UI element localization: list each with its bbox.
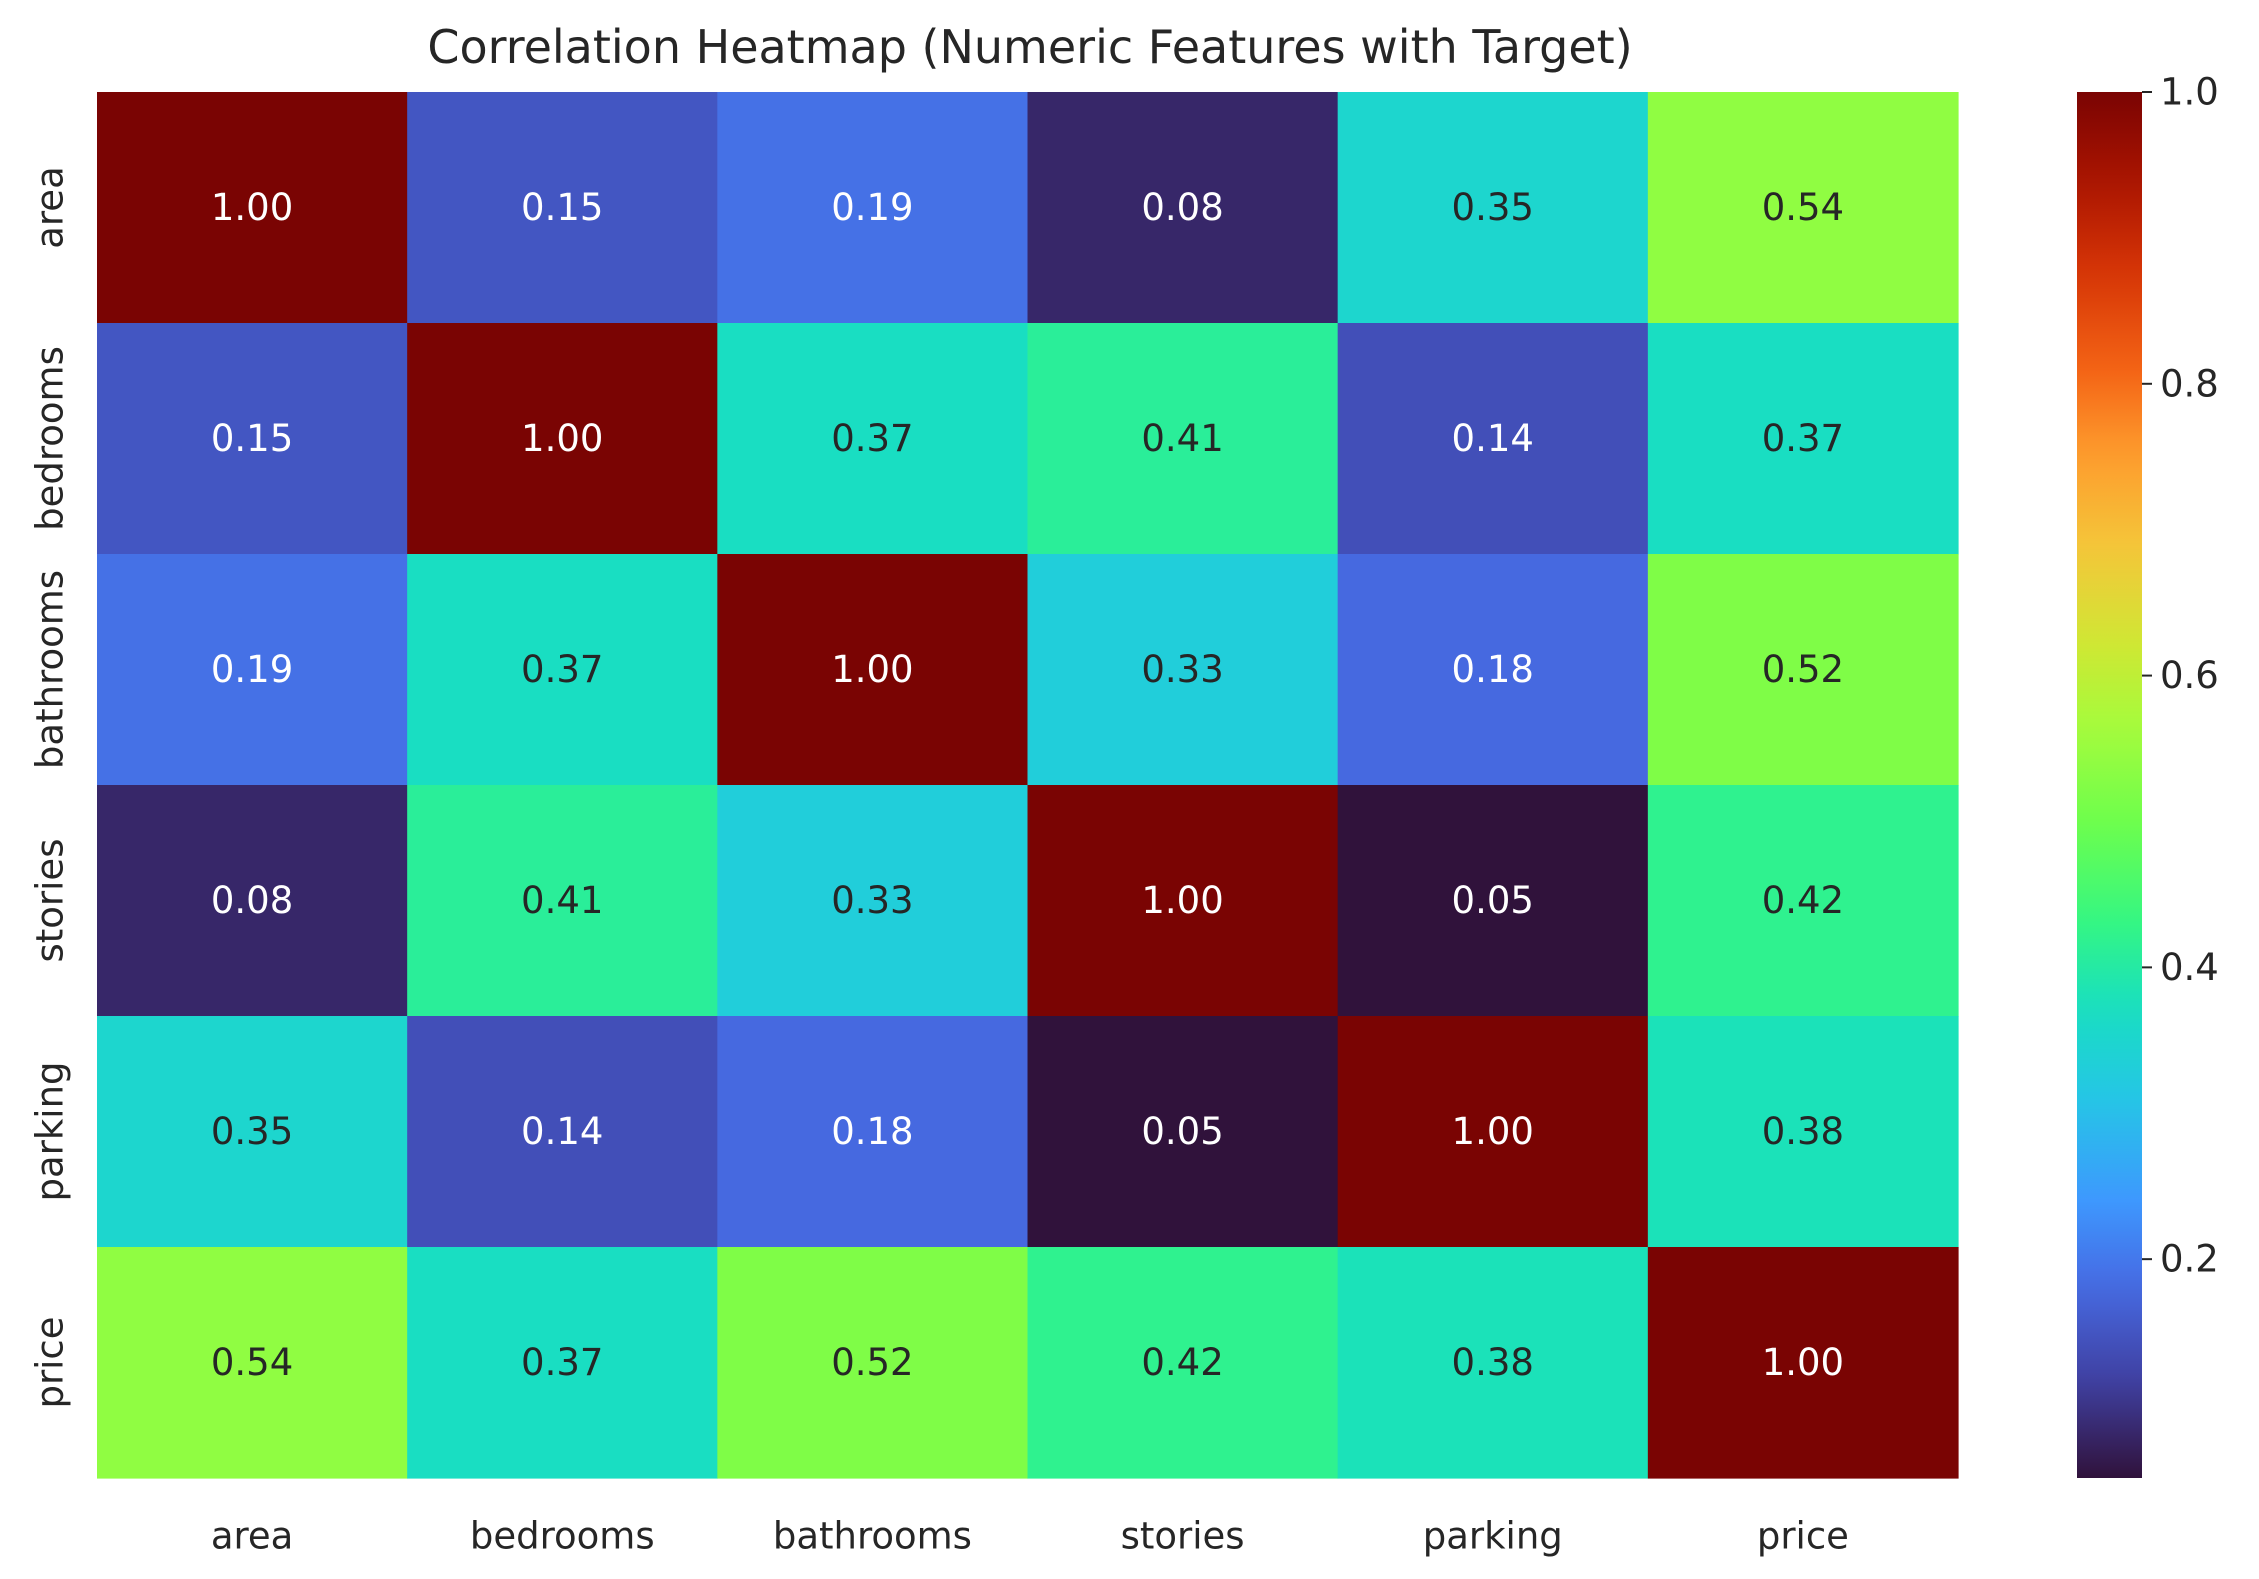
cell-value-label-area-bedrooms: 0.15 — [521, 186, 603, 229]
cell-value-label-area-parking: 0.35 — [1452, 186, 1534, 229]
heatmap-cell-price-bedrooms — [407, 1247, 718, 1479]
heatmap-cell-bathrooms-stories — [1027, 554, 1339, 786]
heatmap-cell-parking-stories — [1027, 1016, 1339, 1248]
cell-value-label-bathrooms-bedrooms: 0.37 — [521, 648, 603, 691]
cell-value-label-area-price: 0.54 — [1762, 186, 1844, 229]
heatmap-cell-parking-area — [97, 1016, 408, 1248]
heatmap-cell-bathrooms-bedrooms — [407, 554, 718, 786]
heatmap-cell-price-stories — [1027, 1247, 1339, 1479]
y-tick-label-stories: stories — [29, 839, 72, 963]
colorbar-tick-label: 0.6 — [2160, 654, 2219, 697]
heatmap-cell-area-bedrooms — [407, 92, 718, 324]
heatmap-cell-area-stories — [1027, 92, 1339, 324]
cell-value-label-area-stories: 0.08 — [1141, 186, 1223, 229]
y-tick-label-bathrooms: bathrooms — [29, 570, 72, 769]
x-tick-label-bathrooms: bathrooms — [773, 1515, 972, 1558]
x-tick-label-stories: stories — [1121, 1515, 1245, 1558]
cell-value-label-price-bathrooms: 0.52 — [831, 1341, 913, 1384]
heatmap-cell-bedrooms-bedrooms — [407, 323, 718, 555]
cell-value-label-price-area: 0.54 — [211, 1341, 293, 1384]
heatmap-cell-price-price — [1647, 1247, 1959, 1479]
heatmap-cell-area-bathrooms — [717, 92, 1029, 324]
cell-value-label-price-bedrooms: 0.37 — [521, 1341, 603, 1384]
colorbar-tick-label: 1.0 — [2160, 71, 2219, 114]
heatmap-cell-parking-price — [1647, 1016, 1959, 1248]
heatmap-cell-bedrooms-stories — [1027, 323, 1339, 555]
cell-value-label-bathrooms-bathrooms: 1.00 — [831, 648, 913, 691]
heatmap-cell-bathrooms-parking — [1337, 554, 1649, 786]
cell-value-label-price-parking: 0.38 — [1452, 1341, 1534, 1384]
x-tick-label-bedrooms: bedrooms — [470, 1515, 655, 1558]
heatmap-cell-price-parking — [1337, 1247, 1649, 1479]
heatmap-cell-parking-bedrooms — [407, 1016, 718, 1248]
cell-value-label-stories-parking: 0.05 — [1452, 879, 1534, 922]
cell-value-label-bedrooms-bathrooms: 0.37 — [831, 417, 913, 460]
heatmap-cell-stories-price — [1647, 785, 1959, 1017]
cell-value-label-stories-price: 0.42 — [1762, 879, 1844, 922]
cell-value-label-parking-price: 0.38 — [1762, 1110, 1844, 1153]
heatmap-cell-stories-bedrooms — [407, 785, 718, 1017]
heatmap-cell-stories-area — [97, 785, 408, 1017]
colorbar-tick-label: 0.8 — [2160, 362, 2219, 405]
heatmap-cell-price-bathrooms — [717, 1247, 1029, 1479]
x-tick-label-area: area — [211, 1515, 294, 1558]
colorbar-tick-label: 0.2 — [2160, 1238, 2219, 1281]
cell-value-label-parking-bedrooms: 0.14 — [521, 1110, 603, 1153]
colorbar-gradient — [2077, 92, 2142, 1478]
heatmap-cells: 1.00 0.15 0.19 0.08 0.35 0.54 0.15 1.00 0.37 0.41… — [97, 92, 1959, 1479]
heatmap-cell-parking-parking — [1337, 1016, 1649, 1248]
cell-value-label-bathrooms-area: 0.19 — [211, 648, 293, 691]
heatmap-cell-bathrooms-price — [1647, 554, 1959, 786]
y-axis-ticks: area bedrooms bathrooms stories parking price — [29, 166, 72, 1408]
colorbar: 0.2 0.4 0.6 0.8 1.0 — [2077, 71, 2219, 1478]
heatmap-cell-area-price — [1647, 92, 1959, 324]
cell-value-label-parking-bathrooms: 0.18 — [831, 1110, 913, 1153]
cell-value-label-parking-stories: 0.05 — [1141, 1110, 1223, 1153]
cell-value-label-area-area: 1.00 — [211, 186, 293, 229]
cell-value-label-price-stories: 0.42 — [1141, 1341, 1223, 1384]
cell-value-label-bedrooms-price: 0.37 — [1762, 417, 1844, 460]
cell-value-label-bathrooms-price: 0.52 — [1762, 648, 1844, 691]
cell-value-label-stories-bedrooms: 0.41 — [521, 879, 603, 922]
y-tick-label-parking: parking — [29, 1061, 72, 1201]
heatmap-cell-stories-parking — [1337, 785, 1649, 1017]
cell-value-label-parking-parking: 1.00 — [1452, 1110, 1534, 1153]
x-tick-label-parking: parking — [1423, 1515, 1563, 1558]
cell-value-label-bedrooms-bedrooms: 1.00 — [521, 417, 603, 460]
cell-value-label-stories-area: 0.08 — [211, 879, 293, 922]
y-tick-label-bedrooms: bedrooms — [29, 346, 72, 531]
heatmap-cell-stories-bathrooms — [717, 785, 1029, 1017]
cell-value-label-bathrooms-parking: 0.18 — [1452, 648, 1534, 691]
heatmap-cell-area-area — [97, 92, 408, 324]
heatmap-cell-bathrooms-area — [97, 554, 408, 786]
cell-value-label-bedrooms-area: 0.15 — [211, 417, 293, 460]
y-tick-label-area: area — [29, 166, 72, 249]
cell-value-label-area-bathrooms: 0.19 — [831, 186, 913, 229]
heatmap-cell-area-parking — [1337, 92, 1649, 324]
heatmap-cell-bedrooms-price — [1647, 323, 1959, 555]
y-tick-label-price: price — [29, 1316, 72, 1408]
heatmap-cell-bedrooms-parking — [1337, 323, 1649, 555]
heatmap-cell-stories-stories — [1027, 785, 1339, 1017]
colorbar-tick-label: 0.4 — [2160, 946, 2219, 989]
x-axis-ticks: area bedrooms bathrooms stories parking price — [211, 1515, 1849, 1558]
chart-title: Correlation Heatmap (Numeric Features wi… — [427, 20, 1632, 74]
heatmap-cell-bedrooms-area — [97, 323, 408, 555]
cell-value-label-bedrooms-stories: 0.41 — [1141, 417, 1223, 460]
cell-value-label-bathrooms-stories: 0.33 — [1141, 648, 1223, 691]
heatmap-cell-price-area — [97, 1247, 408, 1479]
heatmap-cell-bedrooms-bathrooms — [717, 323, 1029, 555]
cell-value-label-price-price: 1.00 — [1762, 1341, 1844, 1384]
heatmap-cell-parking-bathrooms — [717, 1016, 1029, 1248]
cell-value-label-bedrooms-parking: 0.14 — [1452, 417, 1534, 460]
heatmap-cell-bathrooms-bathrooms — [717, 554, 1029, 786]
cell-value-label-parking-area: 0.35 — [211, 1110, 293, 1153]
cell-value-label-stories-stories: 1.00 — [1141, 879, 1223, 922]
x-tick-label-price: price — [1757, 1515, 1849, 1558]
cell-value-label-stories-bathrooms: 0.33 — [831, 879, 913, 922]
